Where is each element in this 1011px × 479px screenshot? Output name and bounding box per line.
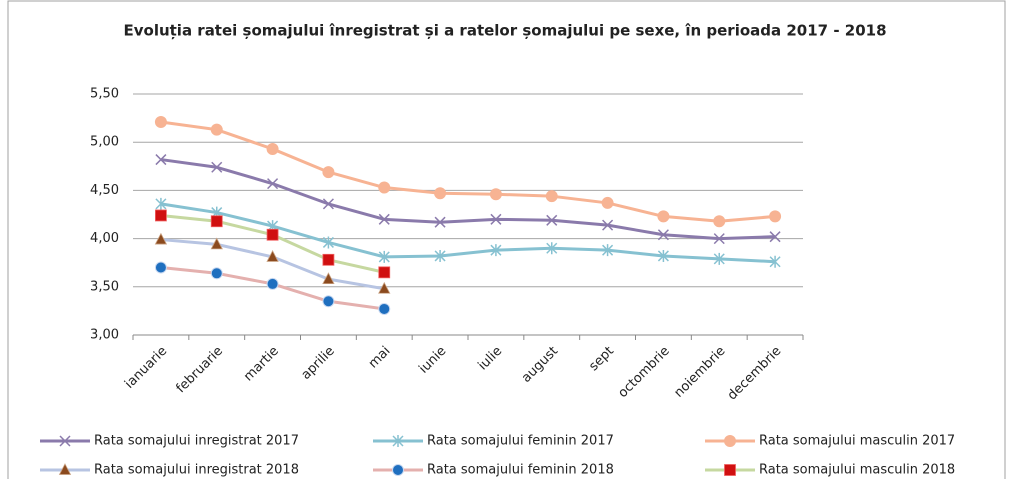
- marker: [434, 187, 447, 200]
- marker: [392, 435, 404, 447]
- legend-item: Rata somajului inregistrat 2018: [40, 463, 299, 478]
- marker: [713, 215, 726, 228]
- marker: [378, 281, 391, 294]
- y-tick-label: 4,00: [90, 231, 119, 246]
- y-tick-label: 3,00: [90, 328, 119, 343]
- marker: [657, 229, 669, 241]
- marker: [154, 261, 167, 274]
- marker: [267, 178, 279, 190]
- chart-title: Evoluția ratei șomajului înregistrat și …: [123, 22, 886, 40]
- marker: [322, 272, 335, 284]
- series: [154, 232, 391, 294]
- series: [155, 209, 391, 279]
- legend-label: Rata somajului masculin 2018: [759, 463, 955, 478]
- marker: [392, 464, 404, 476]
- series: [154, 261, 391, 315]
- marker: [322, 236, 334, 249]
- legend-item: Rata somajului masculin 2018: [705, 463, 955, 478]
- marker: [546, 214, 558, 226]
- marker: [546, 242, 558, 255]
- marker: [713, 252, 725, 265]
- marker: [378, 181, 391, 194]
- marker: [266, 142, 279, 155]
- marker: [210, 267, 223, 280]
- series: [155, 154, 781, 245]
- marker: [769, 231, 781, 243]
- marker: [378, 302, 391, 315]
- marker: [266, 277, 279, 290]
- legend-item: Rata somajului inregistrat 2017: [40, 434, 299, 449]
- marker: [155, 154, 167, 166]
- marker: [378, 250, 390, 263]
- marker: [490, 244, 502, 257]
- marker: [769, 210, 782, 223]
- marker: [322, 295, 335, 308]
- marker: [322, 253, 335, 266]
- marker: [58, 463, 72, 475]
- legend-label: Rata somajului inregistrat 2017: [94, 434, 299, 449]
- legend-item: Rata somajului feminin 2018: [373, 463, 614, 478]
- marker: [657, 249, 669, 262]
- marker: [154, 232, 168, 245]
- series: [154, 115, 782, 228]
- marker: [266, 228, 279, 241]
- legend-item: Rata somajului feminin 2017: [373, 434, 614, 449]
- y-tick-label: 3,50: [90, 279, 119, 294]
- legend-item: Rata somajului masculin 2017: [705, 434, 955, 449]
- legend-label: Rata somajului inregistrat 2018: [94, 463, 299, 478]
- marker: [155, 197, 167, 210]
- series-line: [160, 202, 776, 264]
- marker: [602, 244, 614, 257]
- marker: [601, 196, 614, 209]
- marker: [434, 249, 446, 262]
- marker: [489, 188, 502, 201]
- marker: [210, 123, 223, 136]
- marker: [657, 210, 670, 223]
- marker: [545, 190, 558, 203]
- marker: [266, 250, 279, 262]
- legend-label: Rata somajului masculin 2017: [759, 434, 955, 449]
- marker: [713, 233, 725, 245]
- legend-label: Rata somajului feminin 2017: [427, 434, 614, 449]
- y-tick-label: 4,50: [90, 183, 119, 198]
- y-tick-label: 5,00: [90, 135, 119, 150]
- marker: [724, 435, 736, 447]
- marker: [322, 198, 334, 210]
- marker: [724, 464, 736, 476]
- marker: [59, 435, 71, 447]
- legend-label: Rata somajului feminin 2018: [427, 463, 614, 478]
- marker: [378, 266, 391, 279]
- marker: [210, 237, 223, 250]
- marker: [155, 209, 167, 222]
- marker: [490, 213, 502, 225]
- marker: [378, 213, 390, 225]
- marker: [211, 161, 223, 173]
- series-line: [160, 120, 776, 223]
- marker: [210, 215, 223, 228]
- series-line: [160, 158, 776, 241]
- marker: [322, 166, 335, 179]
- marker: [154, 115, 167, 128]
- marker: [769, 255, 781, 268]
- marker: [602, 219, 614, 231]
- marker: [434, 216, 446, 228]
- y-tick-label: 5,50: [90, 87, 119, 102]
